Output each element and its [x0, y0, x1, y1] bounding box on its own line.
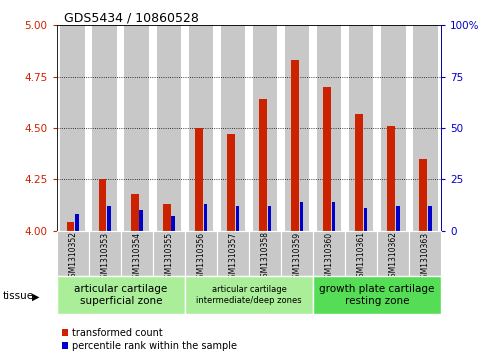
Bar	[323, 87, 331, 231]
Text: GSM1310358: GSM1310358	[260, 232, 270, 282]
Bar	[57, 231, 89, 276]
Bar	[381, 25, 406, 231]
Bar	[185, 276, 313, 314]
Bar	[99, 179, 106, 231]
Text: ▶: ▶	[32, 291, 39, 302]
Bar	[268, 206, 271, 231]
Bar	[217, 231, 249, 276]
Text: GSM1310360: GSM1310360	[324, 232, 334, 282]
Text: GDS5434 / 10860528: GDS5434 / 10860528	[65, 11, 199, 24]
Bar	[57, 276, 185, 314]
Bar	[281, 231, 313, 276]
Bar	[313, 231, 345, 276]
Bar	[300, 202, 303, 231]
Text: growth plate cartilage
resting zone: growth plate cartilage resting zone	[319, 284, 435, 306]
Bar	[332, 202, 335, 231]
Bar	[124, 25, 149, 231]
Text: articular cartilage
intermediate/deep zones: articular cartilage intermediate/deep zo…	[196, 285, 302, 305]
Legend: transformed count, percentile rank within the sample: transformed count, percentile rank withi…	[62, 328, 237, 351]
Bar	[92, 25, 117, 231]
Bar	[121, 231, 153, 276]
Bar	[236, 206, 239, 231]
Bar	[396, 206, 399, 231]
Bar	[185, 231, 217, 276]
Bar	[140, 210, 143, 231]
Bar	[227, 134, 235, 231]
Text: GSM1310356: GSM1310356	[196, 232, 206, 282]
Bar	[259, 99, 267, 231]
Text: GSM1310357: GSM1310357	[228, 232, 238, 282]
Bar	[409, 231, 441, 276]
Bar	[291, 60, 299, 231]
Bar	[60, 25, 85, 231]
Text: GSM1310353: GSM1310353	[100, 232, 109, 282]
Bar	[428, 206, 431, 231]
Bar	[387, 126, 395, 231]
Text: tissue: tissue	[2, 291, 34, 301]
Bar	[419, 159, 427, 231]
Bar	[413, 25, 438, 231]
Bar	[377, 231, 409, 276]
Bar	[249, 231, 281, 276]
Bar	[75, 214, 79, 231]
Bar	[317, 25, 342, 231]
Bar	[220, 25, 246, 231]
Bar	[195, 128, 203, 231]
Bar	[284, 25, 310, 231]
Bar	[349, 25, 374, 231]
Text: GSM1310354: GSM1310354	[132, 232, 141, 282]
Text: GSM1310363: GSM1310363	[421, 232, 430, 282]
Text: GSM1310352: GSM1310352	[68, 232, 77, 282]
Bar	[252, 25, 278, 231]
Bar	[131, 193, 139, 231]
Bar	[204, 204, 207, 231]
Bar	[107, 206, 111, 231]
Text: articular cartilage
superficial zone: articular cartilage superficial zone	[74, 284, 168, 306]
Text: GSM1310355: GSM1310355	[164, 232, 174, 282]
Bar	[345, 231, 377, 276]
Bar	[153, 231, 185, 276]
Bar	[156, 25, 181, 231]
Bar	[172, 216, 175, 231]
Text: GSM1310361: GSM1310361	[356, 232, 366, 282]
Bar	[188, 25, 213, 231]
Text: GSM1310359: GSM1310359	[292, 232, 302, 282]
Bar	[89, 231, 121, 276]
Bar	[355, 114, 363, 231]
Bar	[313, 276, 441, 314]
Bar	[67, 222, 74, 231]
Text: GSM1310362: GSM1310362	[388, 232, 398, 282]
Bar	[163, 204, 171, 231]
Bar	[364, 208, 367, 231]
